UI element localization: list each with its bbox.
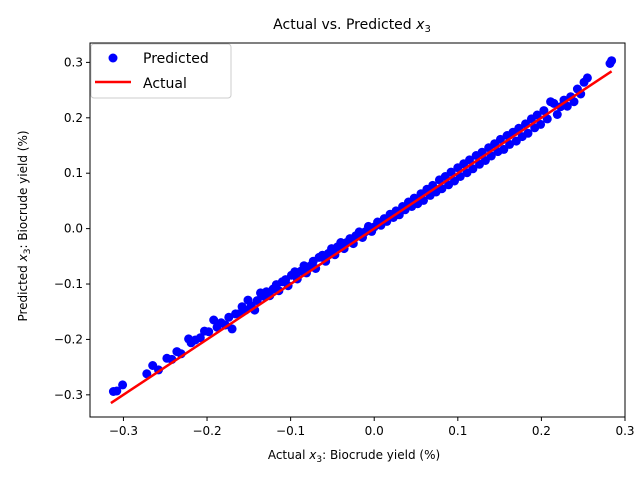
legend-marker-predicted <box>108 53 118 63</box>
x-tick-label: −0.1 <box>276 424 305 438</box>
predicted-point <box>252 296 262 306</box>
y-tick-label: −0.2 <box>54 332 83 346</box>
predicted-point <box>523 128 533 138</box>
predicted-point <box>495 134 505 144</box>
y-axis-label-sub: 3 <box>23 249 33 255</box>
x-tick-label: 0.1 <box>448 424 467 438</box>
x-tick-label: −0.3 <box>109 424 138 438</box>
predicted-point <box>569 97 579 107</box>
chart-title-var: x <box>415 17 425 33</box>
y-axis-label-suffix: : Biocrude yield (%) <box>16 130 30 248</box>
predicted-point <box>227 324 237 334</box>
plot-area: −0.3 −0.2 −0.1 0.0 0.1 0.2 0.3 −0.3 −0.2 −0.1 0.0 0… <box>54 42 635 438</box>
chart-title: Actual vs. Predicted x3 <box>273 17 431 35</box>
y-tick-label: 0.1 <box>64 166 83 180</box>
predicted-point <box>465 155 474 165</box>
x-axis-label-sub: 3 <box>316 455 322 465</box>
predicted-point <box>552 110 562 119</box>
legend-label-actual: Actual <box>143 76 187 92</box>
predicted-point <box>536 119 546 129</box>
predicted-point <box>446 167 456 177</box>
y-tick-label: 0.2 <box>64 111 83 125</box>
predicted-point <box>468 164 478 174</box>
y-tick-label: −0.3 <box>54 388 83 402</box>
legend-box <box>90 43 232 99</box>
predicted-point <box>118 380 128 390</box>
predicted-point <box>224 312 234 322</box>
predicted-point <box>505 139 515 149</box>
x-axis-label: Actual x3: Biocrude yield (%) <box>268 448 440 465</box>
axes-frame <box>89 42 626 418</box>
predicted-point <box>549 98 559 108</box>
predicted-point <box>539 106 549 116</box>
x-tick-label: 0.2 <box>532 424 551 438</box>
predicted-point <box>532 110 542 120</box>
x-axis-label-var: x <box>308 448 317 462</box>
legend: Predicted Actual <box>90 43 232 99</box>
x-tick-label: −0.2 <box>192 424 221 438</box>
y-axis-label-var: x <box>16 253 30 262</box>
predicted-point <box>195 333 205 343</box>
predicted-point <box>582 73 592 83</box>
predicted-point <box>562 101 572 111</box>
x-tick-label: 0.0 <box>365 424 384 438</box>
chart-title-sub: 3 <box>424 24 430 35</box>
x-axis-label-suffix: : Biocrude yield (%) <box>322 448 440 462</box>
predicted-point <box>142 369 152 379</box>
legend-label-predicted: Predicted <box>143 51 209 67</box>
x-axis-label-prefix: Actual <box>268 448 309 462</box>
y-axis-label: Predicted x3: Biocrude yield (%) <box>16 130 33 321</box>
chart-title-text: Actual vs. Predicted <box>273 17 416 33</box>
x-tick-label: 0.3 <box>615 424 634 438</box>
y-tick-label: 0.3 <box>64 55 83 69</box>
predicted-point <box>204 327 214 337</box>
predicted-point <box>112 386 122 396</box>
y-axis-label-prefix: Predicted <box>16 261 30 321</box>
predicted-point <box>209 315 219 325</box>
y-tick-label: −0.1 <box>54 277 83 291</box>
y-tick-label: 0.0 <box>64 222 83 236</box>
predicted-point <box>607 56 617 66</box>
actual-line <box>110 70 613 405</box>
